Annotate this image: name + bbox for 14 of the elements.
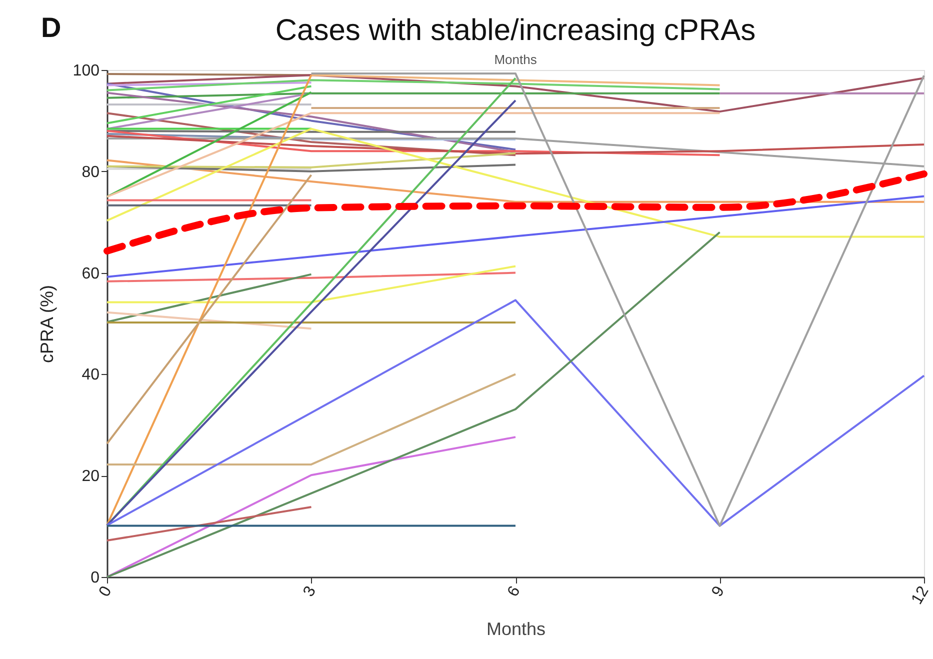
x-tick-label: 9 — [708, 583, 728, 600]
chart-title: Cases with stable/increasing cPRAs — [275, 14, 756, 47]
y-tick-label: 60 — [82, 265, 100, 282]
y-tick-label: 40 — [82, 366, 100, 384]
text: D — [41, 12, 62, 43]
x-tick-label: 12 — [908, 583, 932, 608]
y-tick-label: 100 — [72, 62, 100, 80]
x-tick-label: 3 — [300, 583, 320, 600]
y-tick-label: 80 — [82, 164, 100, 181]
x-tick-label: 6 — [504, 583, 524, 600]
y-axis-title: cPRA (%) — [36, 284, 57, 364]
y-tick-label: 20 — [82, 468, 100, 486]
x-axis-title: Months — [486, 618, 546, 639]
text: Months — [494, 52, 538, 67]
